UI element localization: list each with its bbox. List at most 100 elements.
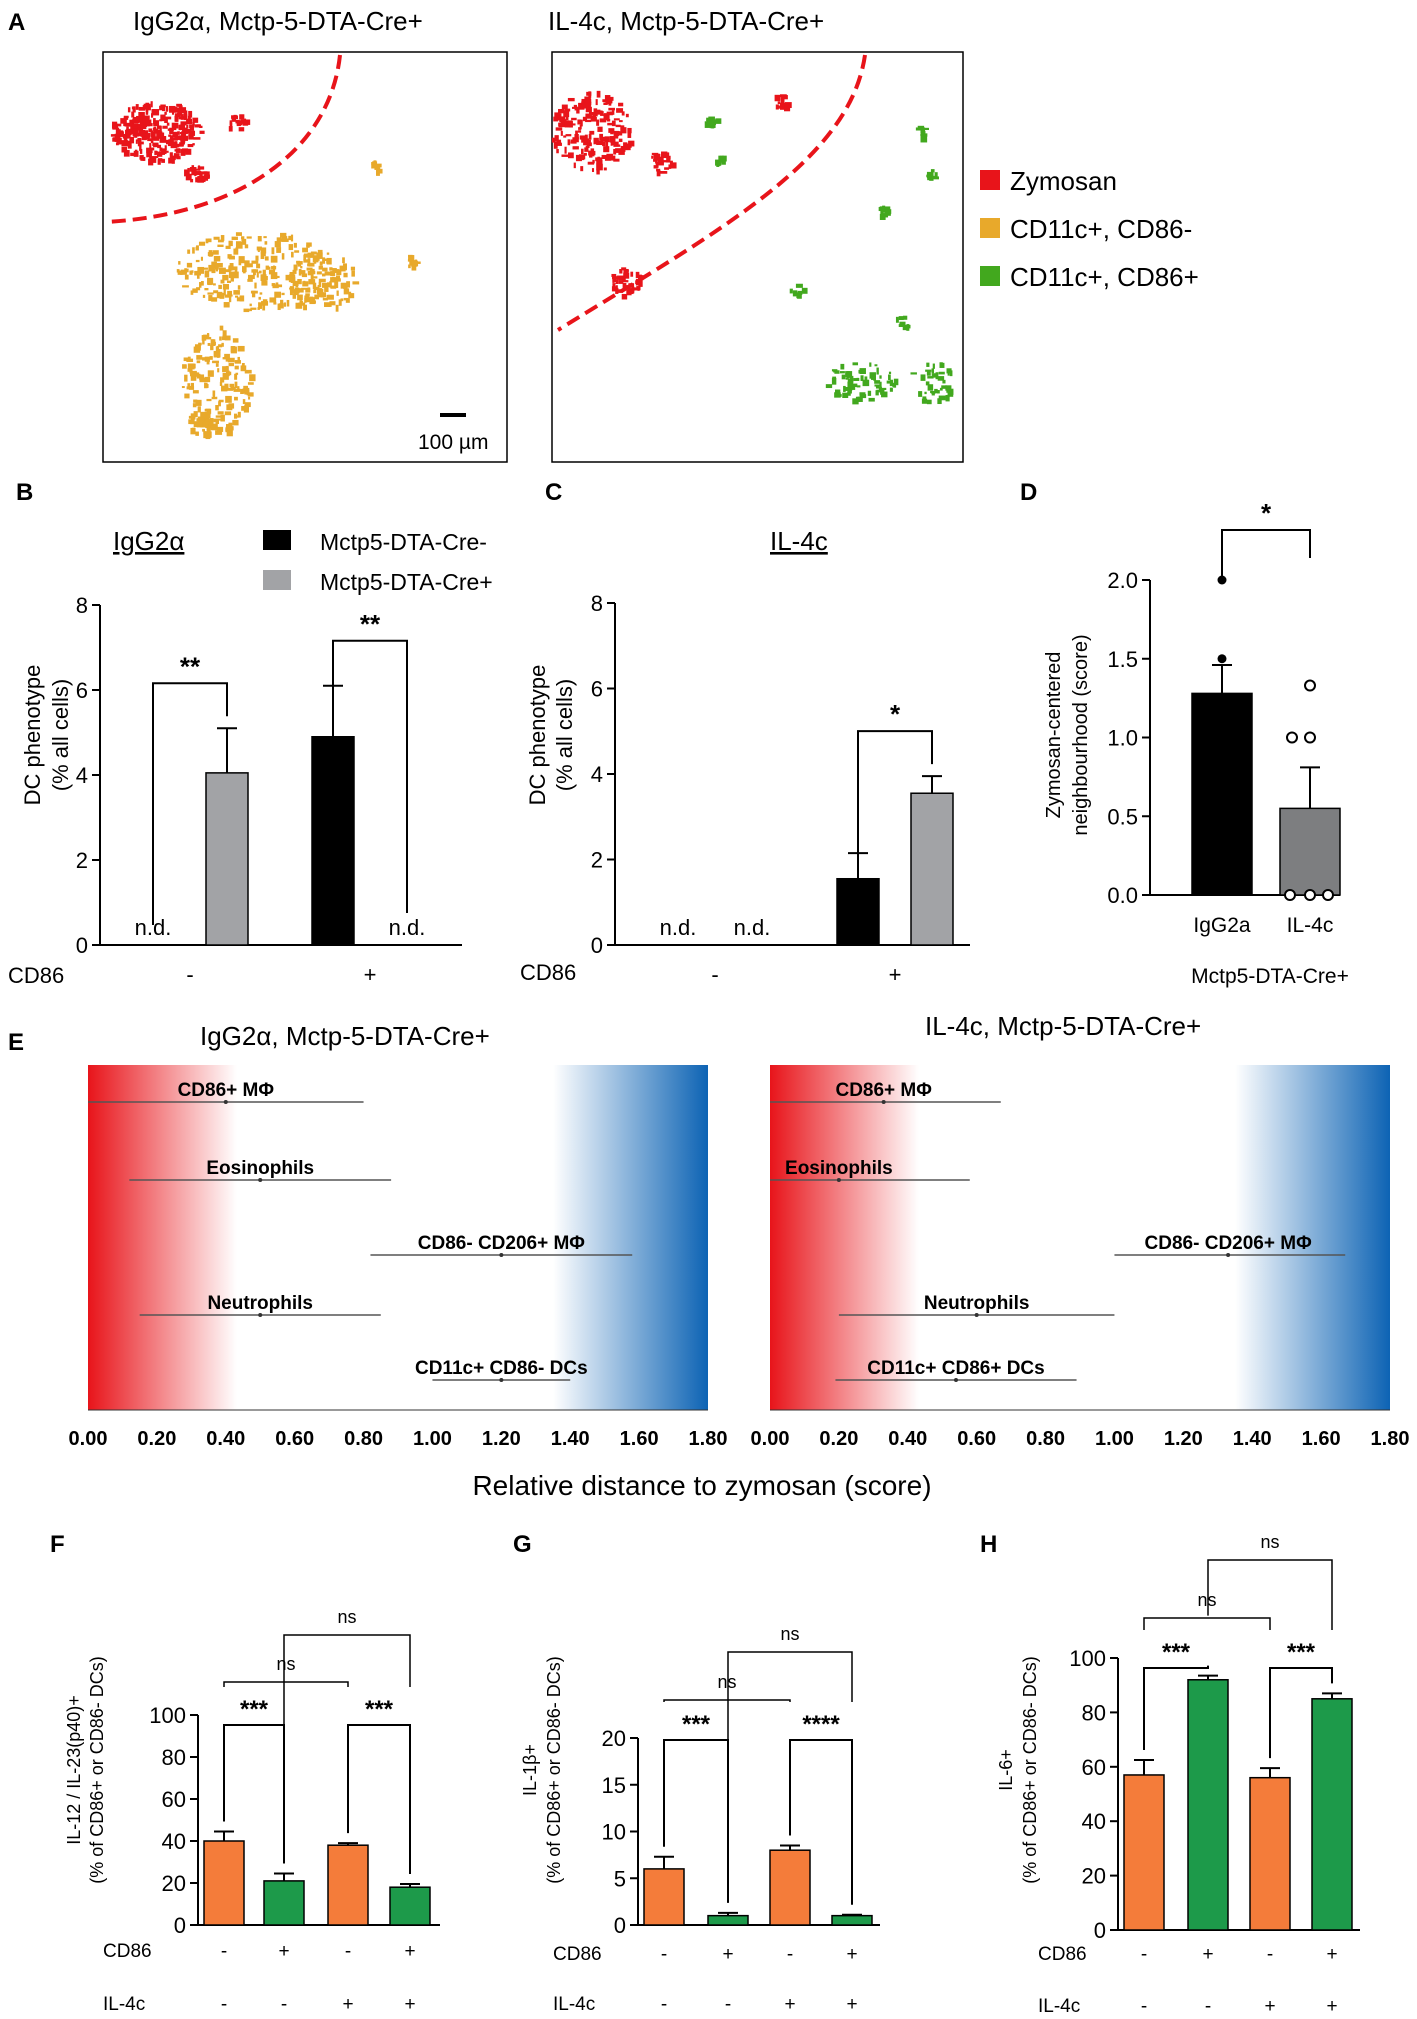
zymosan-speck [192, 121, 195, 126]
chart-c-group-label: + [889, 962, 902, 987]
cd86-neg-speck [226, 430, 233, 437]
zymosan-speck [596, 159, 603, 165]
zymosan-speck [573, 104, 577, 109]
cd86-neg-speck [270, 255, 278, 263]
zymosan-speck [153, 126, 157, 131]
cd86-pos-speck [935, 372, 939, 380]
legend-label-cd86-pos: CD11c+, CD86+ [1010, 262, 1199, 292]
cd86-pos-speck [926, 171, 934, 179]
chart-h-cd86-label: CD86 [1038, 1944, 1087, 1965]
cd86-neg-speck [196, 421, 203, 428]
cd86-pos-speck [881, 388, 885, 396]
zymosan-speck [205, 173, 210, 179]
zymosan-speck [585, 119, 592, 123]
cd86-pos-speck [718, 155, 721, 162]
zymosan-speck [667, 155, 671, 160]
cd86-neg-speck [319, 261, 323, 266]
chart-h-il4c-label: IL-4c [1038, 1996, 1080, 2017]
zymosan-speck [240, 119, 248, 124]
zymosan-speck [173, 127, 177, 131]
zymosan-speck [189, 125, 195, 131]
cd86-neg-speck [351, 270, 355, 277]
panel-letter-h: H [980, 1531, 997, 1558]
zymosan-speck [199, 125, 203, 129]
chart-g-sig-bracket [727, 1651, 853, 1853]
chart-d-xlabel: Mctp5-DTA-Cre+ [1191, 965, 1349, 988]
zymosan-speck [781, 97, 785, 102]
zymosan-speck [171, 122, 179, 129]
cd86-neg-speck [260, 252, 265, 260]
chart-e-left-range-mean [499, 1378, 504, 1382]
panel-h: H IL-6+ (% of CD86+ or CD86- DCs) CD86 I… [980, 1531, 1360, 2017]
cd86-neg-speck [306, 242, 312, 247]
cd86-neg-speck [196, 344, 201, 351]
chart-f-sig-label: *** [365, 1696, 394, 1723]
cd86-neg-speck [307, 287, 311, 290]
zymosan-speck [161, 148, 167, 155]
chart-f-bar [327, 1844, 369, 1926]
zymosan-speck [200, 173, 203, 177]
zymosan-speck [556, 114, 561, 117]
cd86-neg-speck [243, 308, 250, 313]
cd86-neg-speck [238, 256, 245, 261]
cd86-pos-speck [852, 398, 859, 405]
zymosan-speck [191, 170, 195, 176]
cd86-neg-speck [190, 427, 196, 435]
cd86-neg-speck [211, 297, 218, 302]
cd86-neg-speck [196, 360, 201, 364]
zymosan-speck [603, 167, 607, 171]
cd86-neg-speck [276, 237, 282, 242]
cd86-neg-speck [254, 282, 257, 289]
zymosan-speck [557, 115, 561, 121]
zymosan-speck [615, 124, 621, 128]
cd86-neg-speck [234, 373, 238, 380]
cd86-neg-speck [290, 288, 295, 294]
cd86-neg-speck [316, 271, 322, 275]
cd86-pos-speck [845, 386, 853, 391]
cd86-neg-speck [207, 370, 214, 377]
cd86-pos-speck [856, 385, 861, 388]
zymosan-speck [143, 115, 150, 120]
cd86-pos-speck [936, 390, 940, 394]
zymosan-speck [560, 130, 563, 136]
cd86-pos-speck [847, 373, 850, 378]
zymosan-speck [608, 155, 616, 161]
cd86-neg-speck [196, 273, 200, 279]
legend-label-cd86-neg: CD11c+, CD86- [1010, 214, 1192, 244]
zymosan-speck [153, 128, 159, 133]
cd86-pos-speck [930, 169, 935, 173]
cd86-pos-speck [945, 394, 950, 402]
cd86-neg-speck [218, 401, 221, 407]
cd86-neg-speck [263, 236, 267, 239]
zymosan-speck [142, 105, 148, 110]
cd86-pos-speck [857, 396, 863, 402]
cd86-neg-speck [257, 307, 260, 310]
cd86-neg-speck [289, 286, 295, 292]
cd86-neg-speck [212, 360, 219, 364]
zymosan-speck [121, 146, 128, 153]
cd86-neg-speck [262, 305, 266, 311]
zymosan-speck [623, 268, 629, 276]
cd86-neg-speck [215, 346, 219, 353]
chart-e-left-x-tick-label: 0.00 [69, 1428, 108, 1450]
cd86-neg-speck [219, 381, 223, 386]
chart-h: 0 20 40 60 80 100 - - + - - + + + *** *** ns ns [1069, 1532, 1360, 2017]
chart-e-right-x-tick-label: 1.20 [1164, 1428, 1203, 1450]
zymosan-speck [625, 113, 629, 118]
cd86-pos-speck [852, 362, 859, 366]
chart-b-y-tick-label: 0 [76, 933, 88, 958]
cd86-neg-speck [249, 374, 256, 382]
zymosan-speck [112, 121, 118, 128]
cd86-neg-speck [203, 334, 210, 338]
cd86-neg-speck [210, 344, 214, 351]
zymosan-speck [777, 101, 781, 105]
zymosan-speck [653, 159, 658, 162]
chart-d-point [1322, 889, 1334, 901]
cd86-neg-speck [225, 395, 232, 403]
cd86-neg-speck [343, 288, 350, 295]
cd86-neg-speck [274, 291, 282, 298]
cd86-neg-speck [223, 288, 226, 296]
cd86-pos-speck [926, 399, 932, 405]
cd86-neg-speck [207, 430, 211, 434]
zymosan-speck [158, 129, 161, 135]
